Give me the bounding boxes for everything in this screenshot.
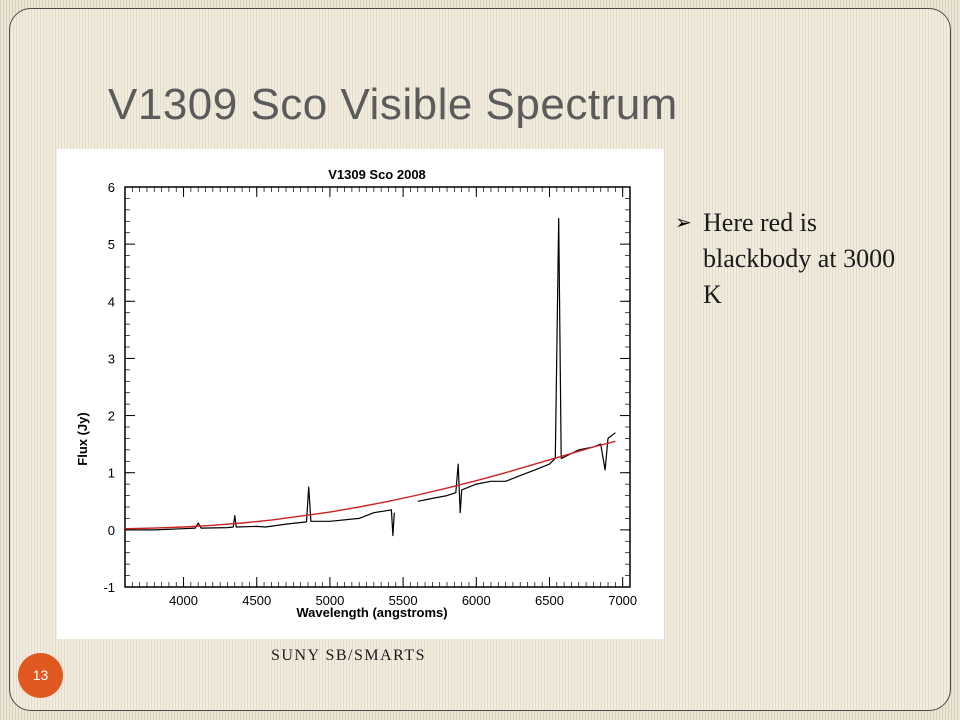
x-tick-label: 4500 — [242, 593, 271, 608]
bullet-point: ➢ Here red is blackbody at 3000 K — [675, 205, 905, 313]
plot-area: 4000 4500 5000 5500 6000 6500 7000 -1 0 1 2 3 4 5 6 — [103, 180, 637, 608]
x-tick-label: 5000 — [315, 593, 344, 608]
x-tick-label: 6000 — [462, 593, 491, 608]
plot-frame — [124, 186, 631, 588]
page-number-badge: 13 — [18, 653, 63, 698]
arrow-bullet-icon: ➢ — [675, 212, 692, 234]
x-tick-label: 4000 — [169, 593, 198, 608]
spectrum-line-segment — [417, 217, 616, 514]
y-axis-label: Flux (Jy) — [75, 412, 90, 465]
chart-canvas: V1309 Sco 2008 Wavelength (angstroms) Fl… — [75, 167, 637, 620]
chart-title: V1309 Sco 2008 — [328, 167, 426, 182]
spectrum-line-segment — [265, 486, 395, 537]
x-tick-label: 7000 — [608, 593, 637, 608]
y-tick-label: 0 — [108, 523, 115, 538]
image-credit: SUNY SB/SMARTS — [271, 647, 427, 664]
spectrum-chart: V1309 Sco 2008 Wavelength (angstroms) Fl… — [57, 149, 664, 639]
x-tick-label: 6500 — [535, 593, 564, 608]
y-tick-label: 2 — [108, 409, 115, 424]
blackbody-line — [124, 440, 616, 530]
y-tick-label: 3 — [108, 351, 115, 366]
y-tick-label: 6 — [108, 180, 115, 195]
y-tick-label: 1 — [108, 466, 115, 481]
y-tick-label: 4 — [108, 294, 115, 309]
y-tick-label: -1 — [103, 580, 115, 595]
bullet-text: Here red is blackbody at 3000 K — [703, 208, 896, 309]
slide-title: V1309 Sco Visible Spectrum — [108, 80, 678, 129]
x-tick-label: 5500 — [389, 593, 418, 608]
x-axis-label: Wavelength (angstroms) — [296, 605, 447, 620]
y-tick-label: 5 — [108, 237, 115, 252]
spectrum-line-segment — [125, 515, 266, 531]
